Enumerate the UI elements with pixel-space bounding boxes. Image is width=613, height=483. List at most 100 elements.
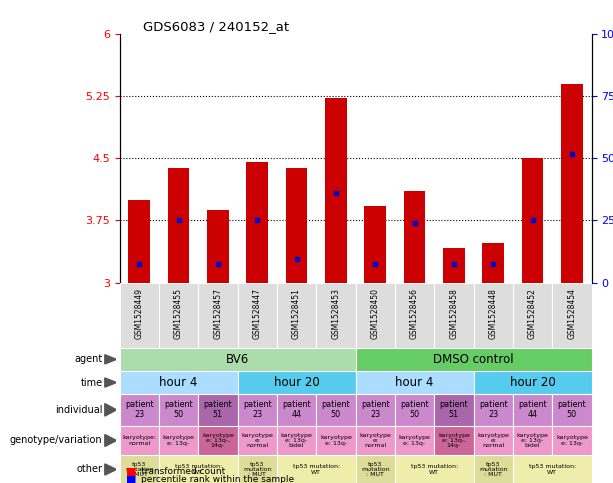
- Text: karyotype
e:
normal: karyotype e: normal: [478, 433, 509, 448]
- Text: transformed count: transformed count: [141, 467, 225, 476]
- Text: patient
44: patient 44: [282, 400, 311, 419]
- Text: karyotype
e: 13q-,
14q-: karyotype e: 13q-, 14q-: [438, 433, 470, 448]
- Bar: [395, 283, 434, 348]
- Bar: [238, 371, 356, 394]
- Text: patient
23: patient 23: [361, 400, 389, 419]
- Bar: [120, 283, 159, 348]
- Text: tp53
mutation
: MUT: tp53 mutation : MUT: [361, 462, 389, 477]
- Text: karyotype:
normal: karyotype: normal: [122, 435, 156, 446]
- Text: patient
44: patient 44: [518, 400, 547, 419]
- Text: BV6: BV6: [226, 353, 249, 366]
- Bar: [159, 426, 198, 455]
- Bar: [128, 199, 150, 283]
- Text: tp53
mutation
: MUT: tp53 mutation : MUT: [125, 462, 153, 477]
- Bar: [316, 283, 356, 348]
- Text: hour 20: hour 20: [509, 376, 555, 389]
- Text: GSM1528451: GSM1528451: [292, 288, 301, 339]
- Bar: [356, 394, 395, 426]
- Text: GSM1528458: GSM1528458: [449, 288, 459, 339]
- Text: hour 4: hour 4: [395, 376, 434, 389]
- Bar: [404, 191, 425, 283]
- Bar: [316, 426, 356, 455]
- Text: GSM1528447: GSM1528447: [253, 288, 262, 340]
- Text: patient
51: patient 51: [204, 400, 232, 419]
- Polygon shape: [105, 464, 116, 475]
- Polygon shape: [105, 435, 116, 446]
- Bar: [356, 348, 592, 371]
- Bar: [482, 243, 504, 283]
- Text: percentile rank within the sample: percentile rank within the sample: [141, 475, 294, 483]
- Bar: [238, 426, 277, 455]
- Polygon shape: [105, 355, 116, 364]
- Polygon shape: [105, 378, 116, 387]
- Text: GSM1528454: GSM1528454: [568, 288, 576, 340]
- Bar: [513, 394, 552, 426]
- Bar: [277, 283, 316, 348]
- Text: tp53 mutation:
WT: tp53 mutation: WT: [528, 464, 576, 475]
- Bar: [325, 99, 347, 283]
- Bar: [552, 283, 592, 348]
- Text: karyotype
e: 13q-
bidel: karyotype e: 13q- bidel: [517, 433, 549, 448]
- Text: GSM1528449: GSM1528449: [135, 288, 143, 340]
- Text: patient
51: patient 51: [440, 400, 468, 419]
- Text: karyotype
e: 13q-
bidel: karyotype e: 13q- bidel: [281, 433, 313, 448]
- Text: GDS6083 / 240152_at: GDS6083 / 240152_at: [143, 20, 289, 33]
- Bar: [513, 426, 552, 455]
- Bar: [198, 426, 238, 455]
- Text: tp53 mutation:
WT: tp53 mutation: WT: [292, 464, 340, 475]
- Text: karyotype
e: 13q-,
14q-: karyotype e: 13q-, 14q-: [202, 433, 234, 448]
- Bar: [356, 283, 395, 348]
- Bar: [474, 283, 513, 348]
- Text: karyotype
e: 13q-: karyotype e: 13q-: [398, 435, 430, 446]
- Text: genotype/variation: genotype/variation: [10, 436, 102, 445]
- Text: patient
50: patient 50: [400, 400, 429, 419]
- Text: time: time: [80, 378, 102, 387]
- Text: GSM1528453: GSM1528453: [332, 288, 340, 340]
- Text: hour 20: hour 20: [273, 376, 319, 389]
- Bar: [356, 371, 474, 394]
- Text: patient
23: patient 23: [243, 400, 272, 419]
- Bar: [120, 371, 238, 394]
- Bar: [561, 84, 583, 283]
- Text: tp53
mutation
: MUT: tp53 mutation : MUT: [479, 462, 508, 477]
- Bar: [120, 348, 356, 371]
- Text: karyotype
e:
normal: karyotype e: normal: [359, 433, 391, 448]
- Bar: [207, 210, 229, 283]
- Text: GSM1528456: GSM1528456: [410, 288, 419, 340]
- Bar: [198, 394, 238, 426]
- Text: individual: individual: [55, 405, 102, 415]
- Text: ■: ■: [126, 475, 136, 483]
- Text: GSM1528448: GSM1528448: [489, 288, 498, 339]
- Text: patient
50: patient 50: [558, 400, 586, 419]
- Bar: [364, 206, 386, 283]
- Bar: [120, 455, 159, 483]
- Bar: [443, 248, 465, 283]
- Text: karyotype
e: 13q-: karyotype e: 13q-: [320, 435, 352, 446]
- Bar: [198, 283, 238, 348]
- Text: hour 4: hour 4: [159, 376, 198, 389]
- Bar: [395, 455, 474, 483]
- Bar: [522, 158, 543, 283]
- Bar: [513, 283, 552, 348]
- Bar: [277, 455, 356, 483]
- Text: karyotype
e:
normal: karyotype e: normal: [242, 433, 273, 448]
- Text: GSM1528455: GSM1528455: [174, 288, 183, 340]
- Bar: [159, 283, 198, 348]
- Bar: [159, 455, 238, 483]
- Bar: [552, 394, 592, 426]
- Text: tp53 mutation:
WT: tp53 mutation: WT: [411, 464, 458, 475]
- Bar: [474, 455, 513, 483]
- Bar: [238, 283, 277, 348]
- Bar: [395, 394, 434, 426]
- Text: GSM1528452: GSM1528452: [528, 288, 537, 339]
- Text: agent: agent: [74, 355, 102, 364]
- Text: karyotype
e: 13q-: karyotype e: 13q-: [556, 435, 588, 446]
- Bar: [316, 394, 356, 426]
- Text: other: other: [77, 465, 102, 474]
- Text: DMSO control: DMSO control: [433, 353, 514, 366]
- Text: tp53
mutation
: MUT: tp53 mutation : MUT: [243, 462, 272, 477]
- Polygon shape: [105, 404, 116, 416]
- Text: tp53 mutation:
WT: tp53 mutation: WT: [175, 464, 222, 475]
- Text: GSM1528450: GSM1528450: [371, 288, 379, 340]
- Bar: [356, 426, 395, 455]
